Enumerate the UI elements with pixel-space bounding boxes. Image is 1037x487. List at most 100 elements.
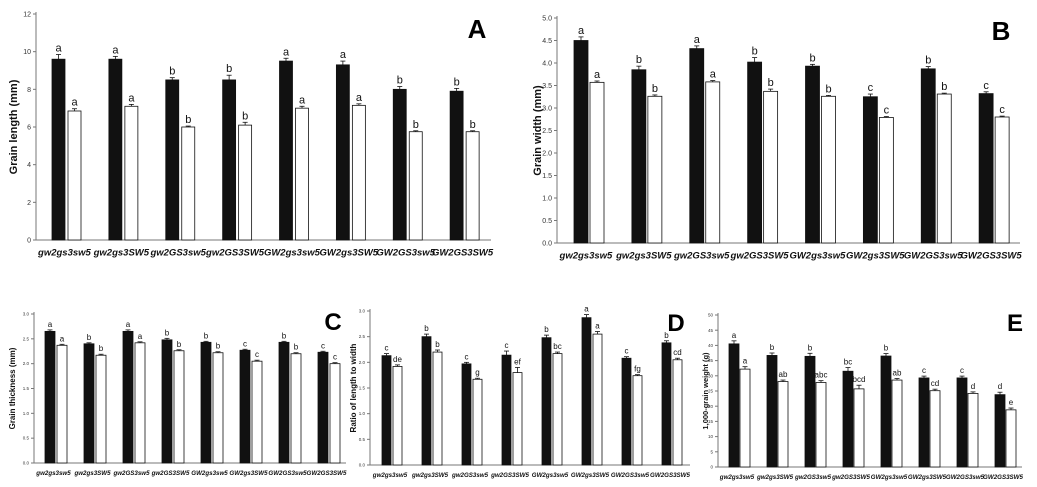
y-tick-label: 40 <box>708 343 714 348</box>
significance-letter: b <box>294 343 299 352</box>
bar-series2 <box>929 390 941 468</box>
category-label: GW2gs3sw5 <box>532 472 569 479</box>
y-tick-label: 3.5 <box>542 83 552 90</box>
bar-series1 <box>918 377 930 468</box>
y-tick-label: 20 <box>708 404 714 409</box>
significance-letter: fg <box>634 365 641 374</box>
bar-series1 <box>122 330 134 464</box>
y-tick-label: 0.5 <box>23 436 30 441</box>
y-tick-label: 0.0 <box>542 240 552 247</box>
bar-series2 <box>181 126 196 241</box>
category-label: GW2GS3sw5 <box>268 470 307 477</box>
significance-letter: c <box>465 352 469 361</box>
category-label: GW2GS3SW5 <box>432 248 494 259</box>
significance-letter: ef <box>514 357 521 366</box>
category-label: gw2GS3sw5 <box>794 474 832 481</box>
category-label: gw2gs3SW5 <box>93 248 150 259</box>
bar-series2 <box>238 124 253 241</box>
bar-series2 <box>777 381 789 468</box>
y-axis-title: Ratio of length to width <box>349 343 358 432</box>
category-label: GW2gs3SW5 <box>571 472 610 479</box>
significance-letter: d <box>971 382 975 391</box>
bar-series2 <box>512 372 523 466</box>
significance-letter: b <box>226 63 232 75</box>
significance-letter: de <box>393 355 402 364</box>
bar-series2 <box>632 375 643 466</box>
significance-letter: c <box>922 366 926 375</box>
y-tick-label: 35 <box>708 358 714 363</box>
significance-letter: c <box>505 341 509 350</box>
y-tick-label: 10 <box>708 434 714 439</box>
bar-series2 <box>853 388 865 468</box>
category-label: GW2gs3SW5 <box>846 251 905 262</box>
significance-letter: b <box>413 119 419 131</box>
category-label: GW2gs3sw5 <box>871 474 908 481</box>
significance-letter: c <box>884 105 890 117</box>
category-label: gw2gs3SW5 <box>615 251 672 262</box>
y-tick-label: 8 <box>27 87 31 94</box>
bar-series2 <box>815 382 827 468</box>
bar-series1 <box>392 88 407 241</box>
y-tick-label: 2.5 <box>542 128 552 135</box>
category-label: GW2gs3SW5 <box>229 470 268 477</box>
significance-letter: d <box>998 382 1002 391</box>
bar-series2 <box>739 368 751 468</box>
bar-series1 <box>631 69 647 244</box>
bar-series1 <box>956 377 968 468</box>
significance-letter: a <box>694 34 701 46</box>
bar-series1 <box>278 341 290 464</box>
y-tick-label: 2.5 <box>23 336 30 341</box>
significance-letter: a <box>356 92 363 104</box>
y-tick-label: 3.0 <box>359 309 366 314</box>
y-tick-label: 0 <box>27 237 31 244</box>
category-label: GW2GS3sw5 <box>611 472 650 479</box>
y-tick-label: 1.5 <box>542 173 552 180</box>
bar-series2 <box>295 107 309 241</box>
y-tick-label: 1.0 <box>359 411 366 416</box>
y-tick-label: 12 <box>23 11 31 18</box>
bar-series1 <box>381 355 392 466</box>
bar-series1 <box>421 336 432 466</box>
significance-letter: a <box>55 42 62 54</box>
category-label: gw2gs3SW5 <box>756 474 794 481</box>
significance-letter: a <box>584 305 589 314</box>
significance-letter: b <box>165 328 170 337</box>
significance-letter: b <box>185 114 191 126</box>
bar-series1 <box>978 93 994 244</box>
bar-series1 <box>766 355 778 468</box>
significance-letter: c <box>625 347 629 356</box>
y-axis-title: Grain width (mm) <box>532 85 544 176</box>
bar-series2 <box>552 353 563 466</box>
y-tick-label: 2 <box>27 200 31 207</box>
bar-series2 <box>212 352 224 464</box>
significance-letter: cd <box>673 348 681 357</box>
y-tick-label: 15 <box>708 419 714 424</box>
y-tick-label: 0.0 <box>359 463 366 468</box>
bar-series1 <box>449 90 464 241</box>
bar-series2 <box>134 342 146 464</box>
y-tick-label: 45 <box>708 328 714 333</box>
bar-series1 <box>108 58 123 241</box>
panel-letter: D <box>667 310 684 337</box>
bar-series1 <box>621 357 632 466</box>
bar-series1 <box>994 394 1006 468</box>
significance-letter: b <box>204 331 209 340</box>
significance-letter: b <box>652 83 658 95</box>
category-label: GW2GS3sw5 <box>376 248 435 259</box>
bar-series2 <box>589 81 605 244</box>
bar-series2 <box>647 95 663 244</box>
category-label: gw2GS3SW5 <box>490 472 529 479</box>
category-label: GW2GS3SW5 <box>650 472 690 479</box>
y-tick-label: 0 <box>710 465 713 470</box>
significance-letter: b <box>169 66 175 78</box>
significance-letter: c <box>321 341 325 350</box>
category-label: GW2GS3sw5 <box>904 251 963 262</box>
y-tick-label: 3.0 <box>542 105 552 112</box>
y-tick-label: 25 <box>708 389 714 394</box>
significance-letter: b <box>808 343 813 352</box>
y-tick-label: 50 <box>708 313 714 318</box>
y-tick-label: 6 <box>27 124 31 131</box>
significance-letter: b <box>87 333 92 342</box>
category-label: gw2GS3sw5 <box>149 248 206 259</box>
bar-series2 <box>290 353 302 464</box>
